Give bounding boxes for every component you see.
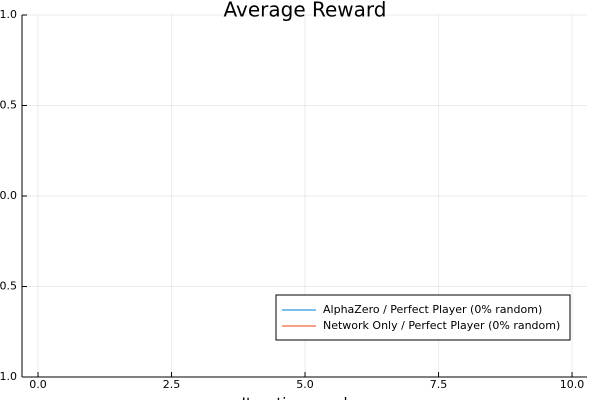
chart-title: Average Reward <box>224 0 387 22</box>
y-tick-label: 1.0 <box>0 370 17 383</box>
y-tick-label: 0.0 <box>0 189 17 202</box>
x-tick-label: 7.5 <box>430 378 448 391</box>
x-tick-label: 10.0 <box>560 378 585 391</box>
y-tick-label: 0.5 <box>0 99 17 112</box>
y-tick-label: 1.0 <box>0 8 17 21</box>
x-tick-label: 5.0 <box>296 378 314 391</box>
legend-label: AlphaZero / Perfect Player (0% random) <box>323 303 542 316</box>
x-axis-label: Iteration number <box>242 395 370 400</box>
y-tick-label: 0.5 <box>0 280 17 293</box>
legend-label: Network Only / Perfect Player (0% random… <box>323 319 560 332</box>
x-tick-label: 0.0 <box>29 378 47 391</box>
x-tick-label: 2.5 <box>163 378 181 391</box>
legend-box <box>275 294 571 341</box>
